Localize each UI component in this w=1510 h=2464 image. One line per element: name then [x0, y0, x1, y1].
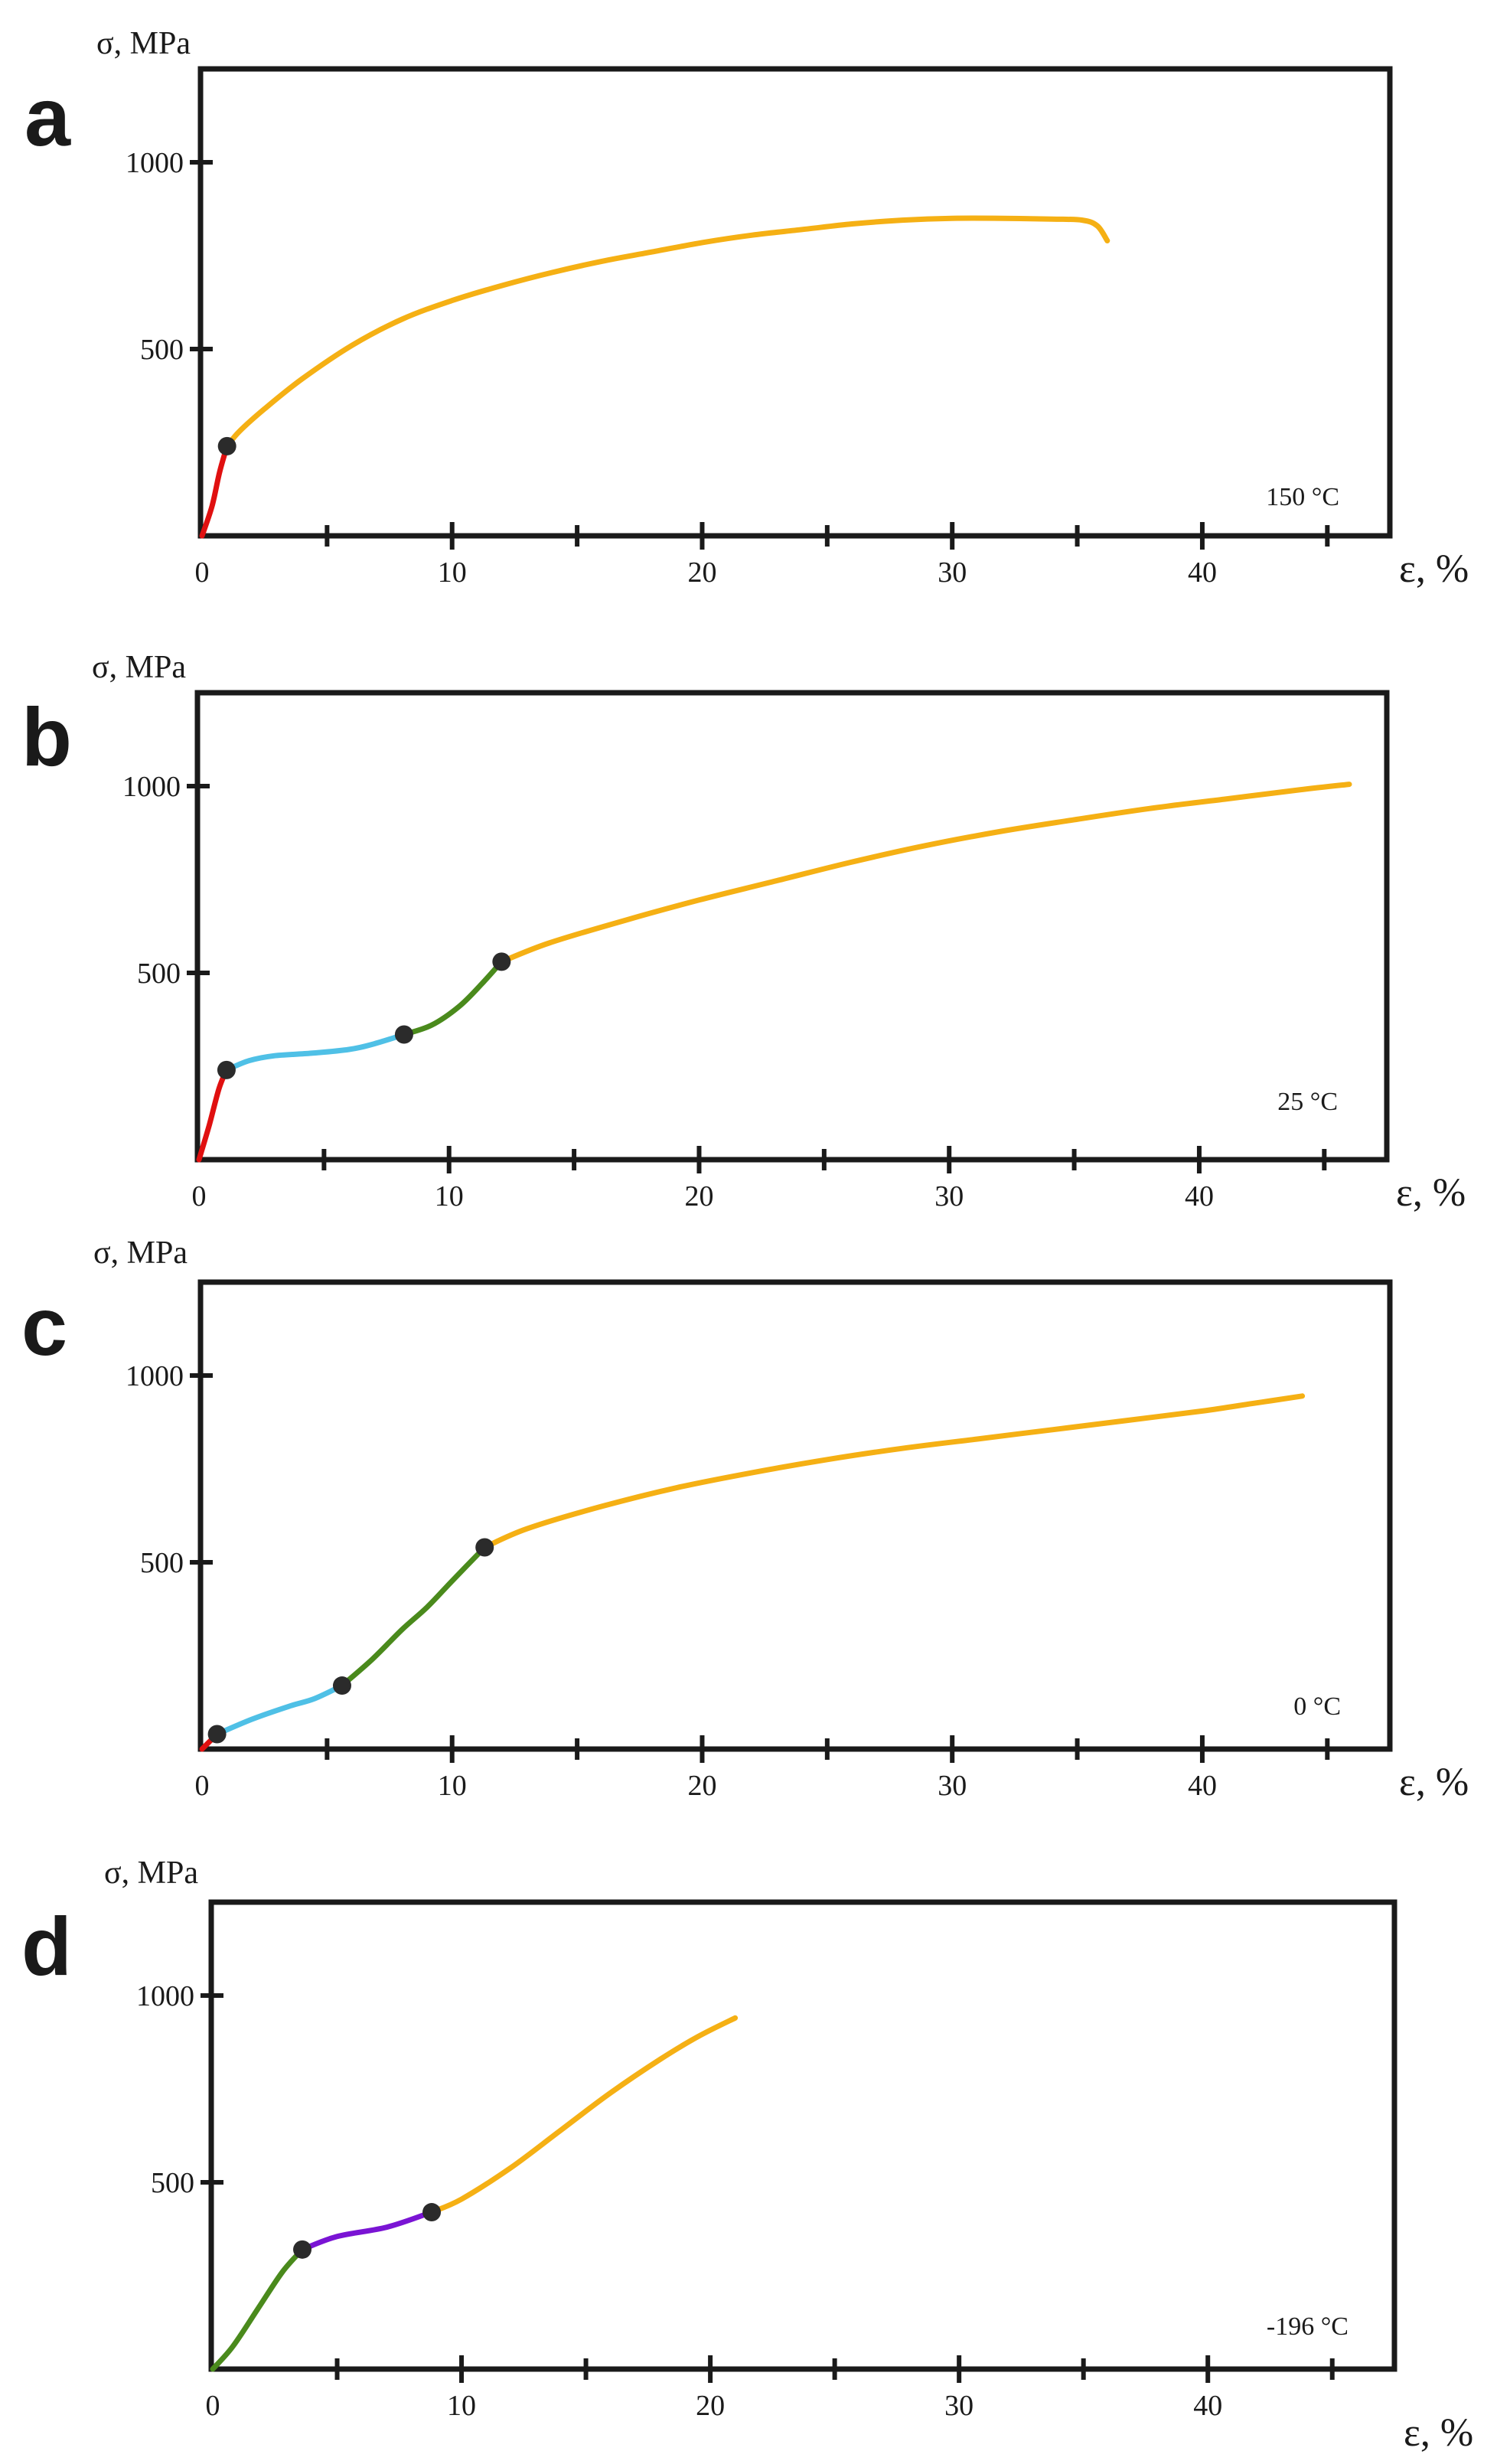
x-tick-label: 30 [944, 2390, 974, 2422]
x-tick-label: 30 [938, 556, 967, 589]
curve-group [199, 215, 1110, 539]
x-tick-label: 0 [195, 1770, 210, 1802]
curve-martensite [299, 2209, 435, 2253]
x-tick-label: 30 [938, 1770, 967, 1802]
transition-point [394, 1025, 413, 1044]
x-tick-label: 40 [1188, 556, 1217, 589]
x-tick-label: 20 [687, 556, 716, 589]
panel-b: b σ, MPa 0 10 20 30 40 1000 500 25 °C ε, % [21, 650, 1466, 1215]
transition-point [475, 1538, 494, 1557]
panel-a: a σ, MPa 0 10 20 30 40 1000 500 150 °C ε, % [24, 26, 1469, 591]
temperature-annotation: 0 °C [1293, 1692, 1341, 1721]
x-tick-label: 10 [438, 1770, 467, 1802]
y-axis-label: σ, MPa [92, 650, 186, 685]
x-tick-label: 0 [206, 2390, 220, 2422]
curve-transition [401, 958, 504, 1037]
curve-transition [339, 1545, 488, 1689]
x-tick-label: 40 [1188, 1770, 1217, 1802]
temperature-annotation: 150 °C [1266, 483, 1339, 511]
panel-letter-d: d [21, 1900, 72, 1992]
y-axis-label: σ, MPa [104, 1855, 198, 1891]
curve-hardening [429, 2015, 739, 2215]
curve-elastic [196, 1067, 230, 1163]
panel-d: d σ, MPa 0 10 20 30 40 1000 500 -196 °C ε, % [21, 1855, 1473, 2455]
x-tick-label: 30 [934, 1180, 964, 1212]
panel-letter-a: a [24, 70, 71, 163]
x-tick-label: 10 [438, 556, 467, 589]
x-tick-label: 10 [435, 1180, 464, 1212]
tick-group: 0 10 20 30 40 1000 500 [126, 1360, 1330, 1802]
y-tick-label: 1000 [122, 771, 181, 803]
y-tick-label: 1000 [126, 1360, 184, 1392]
y-tick-label: 1000 [126, 147, 184, 179]
transition-point [217, 436, 236, 455]
x-tick-label: 40 [1185, 1180, 1214, 1212]
y-tick-label: 500 [137, 958, 181, 990]
curve-plateau [223, 1032, 407, 1073]
x-axis-label: ε, % [1399, 547, 1469, 591]
curve-plateau [214, 1682, 345, 1737]
curve-transition [210, 2247, 305, 2372]
curve-elastic [199, 443, 230, 539]
panel-c: c σ, MPa 0 10 20 30 40 1000 500 0 °C ε, % [21, 1235, 1469, 1804]
panel-letter-c: c [21, 1280, 67, 1372]
x-tick-label: 10 [447, 2390, 476, 2422]
plot-frame [208, 1899, 1397, 2372]
curve-group [210, 2015, 739, 2372]
y-tick-label: 500 [140, 1547, 184, 1579]
point-group [293, 2203, 442, 2259]
transition-point [492, 952, 511, 971]
y-tick-label: 1000 [136, 1980, 194, 2012]
x-tick-label: 0 [192, 1180, 207, 1212]
x-tick-label: 20 [684, 1180, 713, 1212]
x-axis-label: ε, % [1396, 1171, 1466, 1215]
y-tick-label: 500 [151, 2167, 194, 2199]
curve-hardening [224, 215, 1110, 449]
point-group [217, 436, 236, 455]
x-axis-label: ε, % [1399, 1761, 1469, 1804]
y-tick-label: 500 [140, 334, 184, 366]
point-group [207, 1538, 494, 1744]
point-group [217, 952, 511, 1079]
tick-group: 0 10 20 30 40 1000 500 [136, 1980, 1335, 2422]
transition-point [332, 1676, 351, 1695]
x-tick-label: 20 [687, 1770, 716, 1802]
x-tick-label: 40 [1193, 2390, 1222, 2422]
y-axis-label: σ, MPa [93, 1235, 188, 1271]
plot-frame [194, 690, 1390, 1163]
x-axis-label: ε, % [1404, 2411, 1473, 2455]
transition-point [293, 2240, 312, 2259]
transition-point [207, 1725, 227, 1744]
curve-hardening [481, 1393, 1306, 1550]
y-axis-label: σ, MPa [96, 26, 191, 61]
temperature-annotation: 25 °C [1277, 1088, 1338, 1116]
plot-frame [197, 66, 1393, 539]
x-tick-label: 0 [195, 556, 210, 589]
tick-group: 0 10 20 30 40 1000 500 [126, 147, 1330, 589]
curve-group [196, 782, 1352, 1163]
temperature-annotation: -196 °C [1267, 2312, 1349, 2341]
tick-group: 0 10 20 30 40 1000 500 [122, 771, 1327, 1212]
panel-letter-b: b [21, 690, 72, 783]
transition-point [422, 2203, 442, 2222]
plot-frame [197, 1279, 1393, 1752]
curve-hardening [498, 782, 1352, 964]
transition-point [217, 1060, 236, 1079]
x-tick-label: 20 [696, 2390, 725, 2422]
curve-group [199, 1393, 1306, 1752]
